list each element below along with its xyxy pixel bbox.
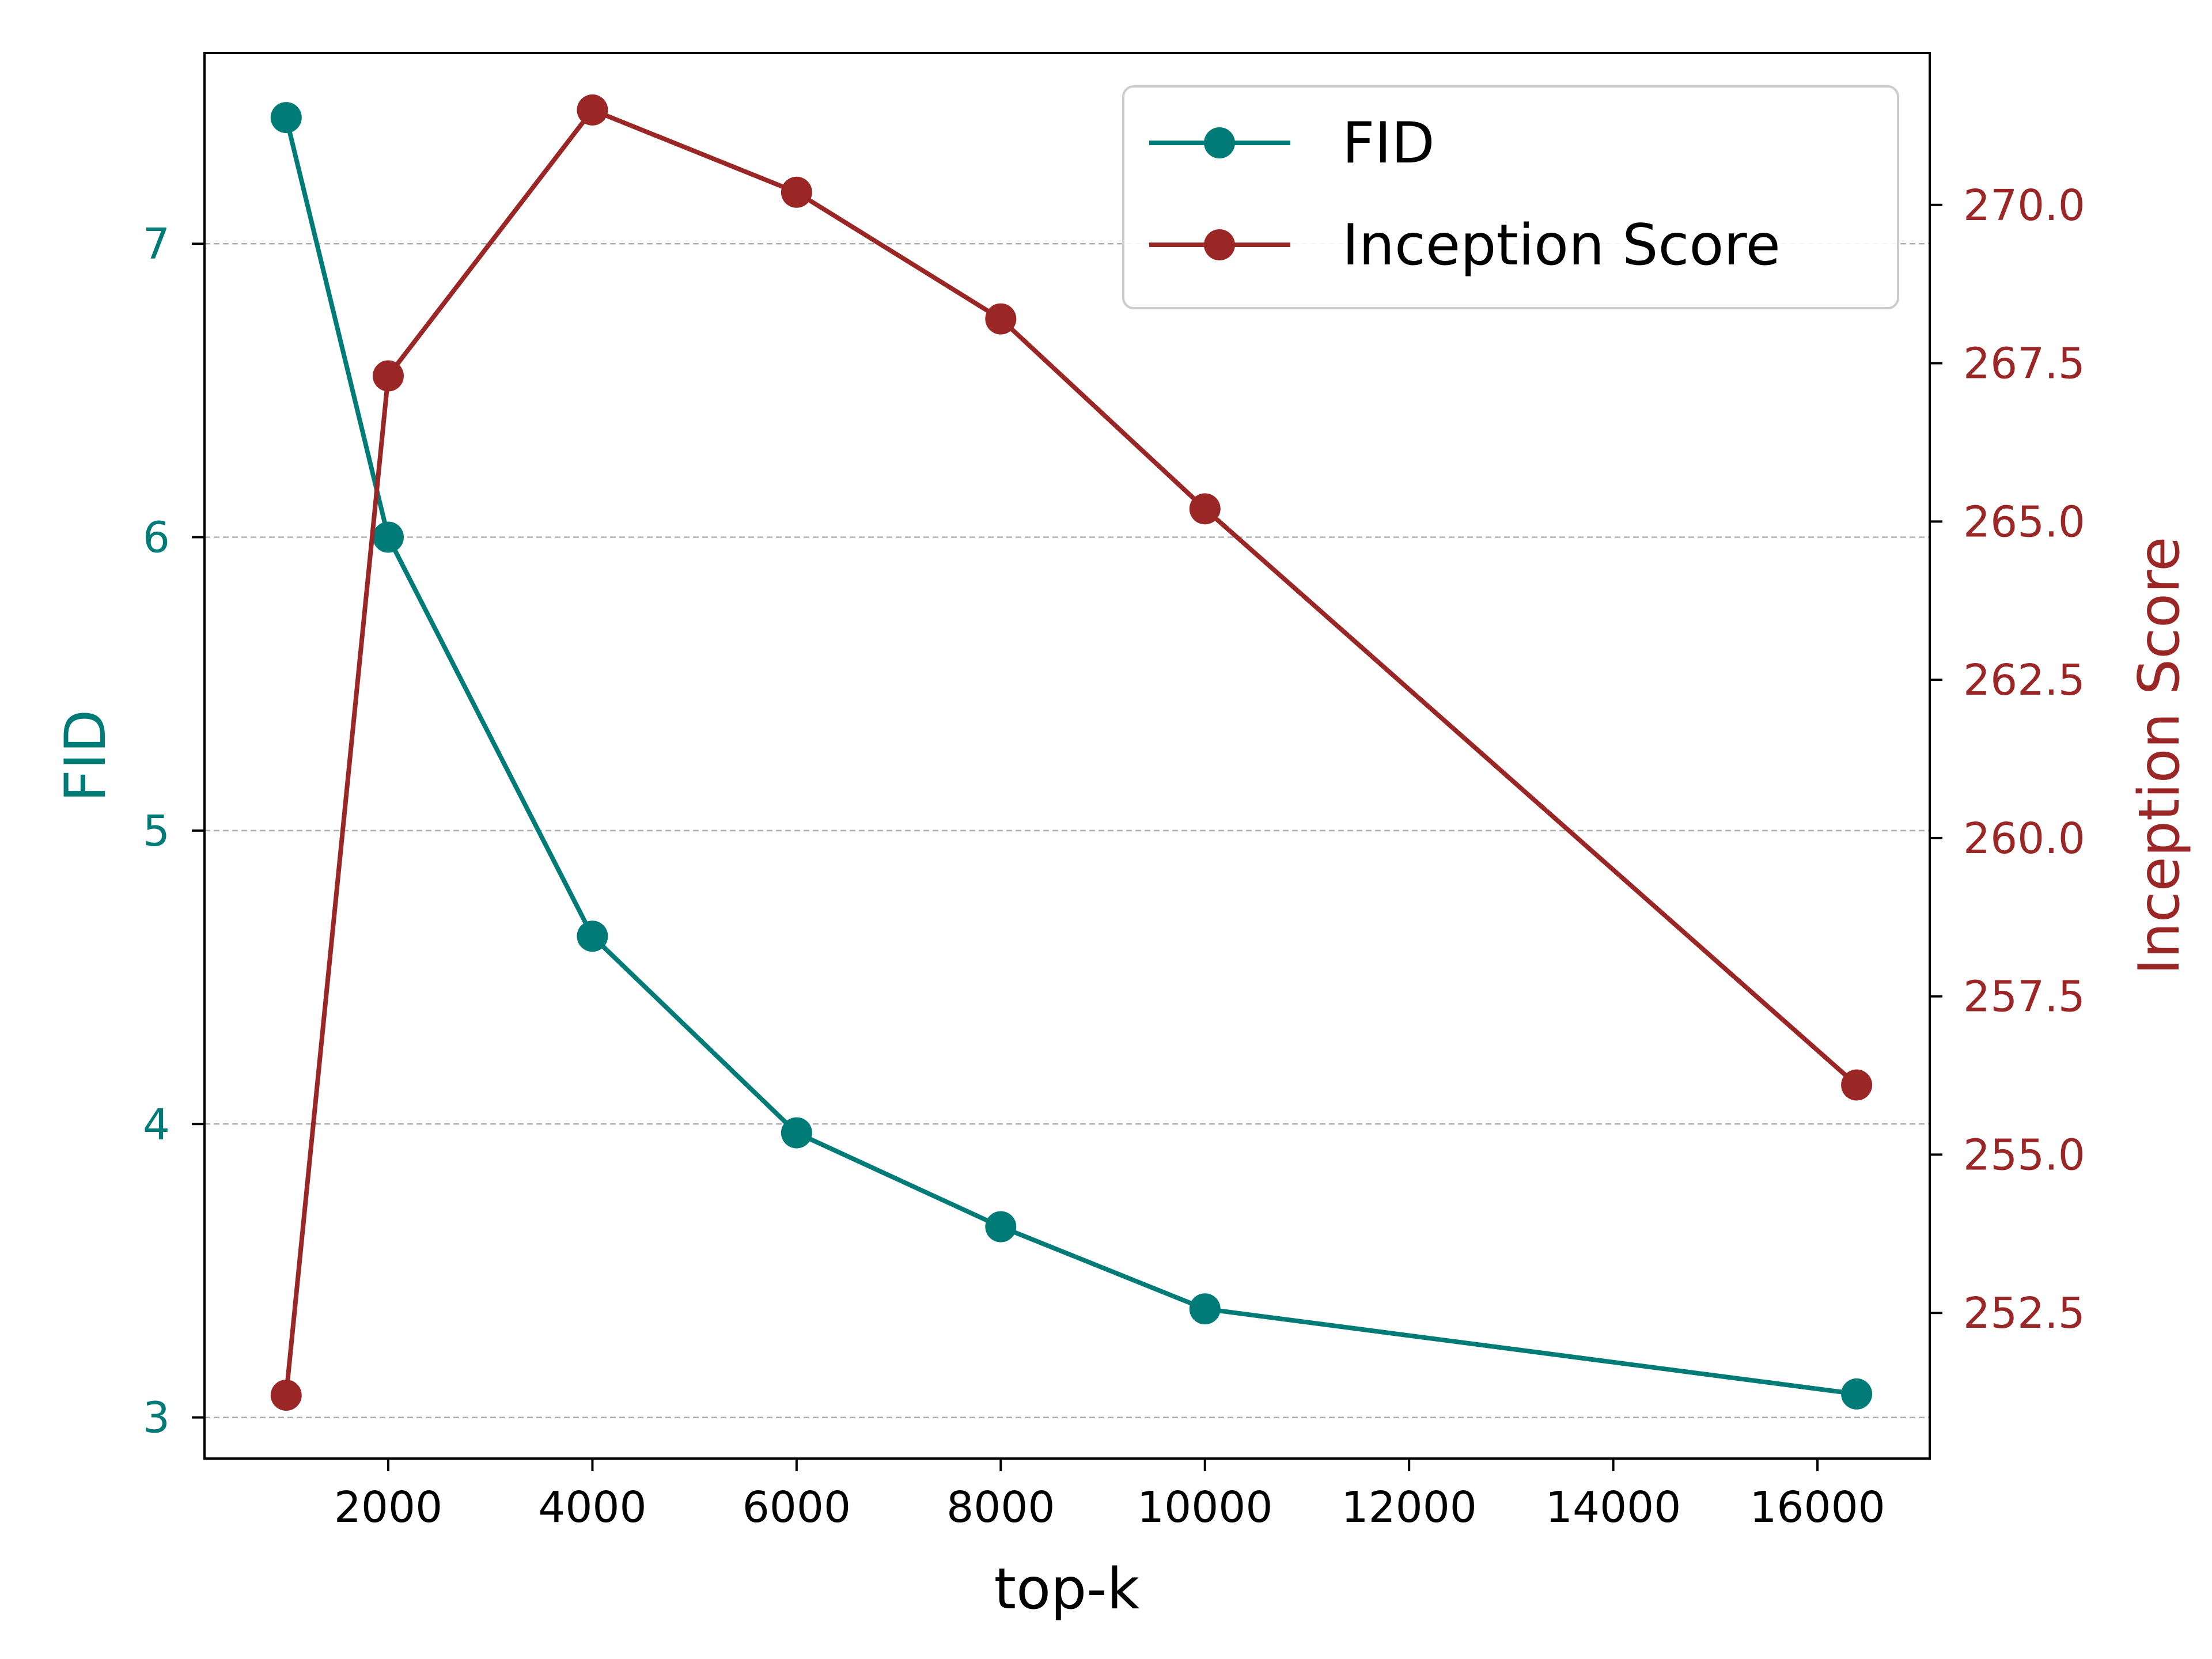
- right-tick-label-252.5: 252.5: [1963, 1289, 2085, 1338]
- legend-label-inception-score: Inception Score: [1342, 213, 1781, 278]
- left-tick-label-4: 4: [143, 1100, 170, 1149]
- x-tick-label-10000: 10000: [1137, 1483, 1272, 1532]
- left-axis-ticks: 3 4 5 6 7: [143, 219, 204, 1443]
- data-point-inception-score-1000: [270, 1380, 302, 1411]
- x-tick-label-8000: 8000: [946, 1483, 1055, 1532]
- x-axis-label: top-k: [994, 1556, 1140, 1622]
- right-tick-label-260: 260.0: [1963, 814, 2085, 863]
- right-tick-label-267.5: 267.5: [1963, 339, 2085, 389]
- left-tick-label-7: 7: [143, 219, 170, 269]
- legend-marker-inception-score: [1204, 229, 1235, 260]
- left-axis-label: FID: [53, 710, 119, 802]
- right-tick-label-270: 270.0: [1963, 181, 2085, 230]
- data-point-inception-score-4000: [577, 94, 608, 126]
- x-tick-label-16000: 16000: [1749, 1483, 1885, 1532]
- x-tick-label-6000: 6000: [743, 1483, 851, 1532]
- right-tick-label-257.5: 257.5: [1963, 972, 2085, 1022]
- data-point-inception-score-2000: [372, 360, 404, 392]
- series-layer: [270, 94, 1873, 1411]
- data-point-fid-16384: [1841, 1378, 1873, 1410]
- data-point-fid-1000: [270, 102, 302, 134]
- x-tick-label-12000: 12000: [1341, 1483, 1476, 1532]
- left-tick-label-5: 5: [143, 806, 170, 856]
- legend-marker-fid: [1204, 127, 1235, 158]
- right-axis-ticks: 252.5 255.0 257.5 260.0 262.5 265.0 267.5 270.0: [1930, 181, 2085, 1338]
- x-axis-ticks: 2000 4000 6000 8000 10000 12000 14000 16000: [334, 1459, 1885, 1532]
- data-point-inception-score-8000: [985, 303, 1017, 335]
- legend: FID Inception Score: [1122, 85, 1899, 309]
- data-point-fid-8000: [985, 1211, 1017, 1243]
- right-tick-label-255: 255.0: [1963, 1130, 2085, 1180]
- x-tick-label-4000: 4000: [538, 1483, 646, 1532]
- data-point-fid-2000: [372, 521, 404, 553]
- right-tick-label-262.5: 262.5: [1963, 656, 2085, 705]
- data-point-fid-4000: [577, 921, 608, 952]
- x-tick-label-2000: 2000: [334, 1483, 442, 1532]
- data-point-inception-score-10000: [1189, 493, 1221, 525]
- left-tick-label-3: 3: [143, 1393, 170, 1443]
- legend-label-fid: FID: [1342, 111, 1435, 176]
- data-point-inception-score-16384: [1841, 1069, 1873, 1101]
- right-axis-label: Inception Score: [2127, 537, 2192, 975]
- legend-box: [1122, 85, 1899, 309]
- data-point-inception-score-6000: [781, 176, 812, 208]
- plot-frame: [203, 52, 1931, 1460]
- data-point-fid-6000: [781, 1117, 812, 1149]
- left-tick-label-6: 6: [143, 513, 170, 563]
- right-tick-label-265: 265.0: [1963, 497, 2085, 547]
- x-tick-label-14000: 14000: [1546, 1483, 1681, 1532]
- data-point-fid-10000: [1189, 1293, 1221, 1325]
